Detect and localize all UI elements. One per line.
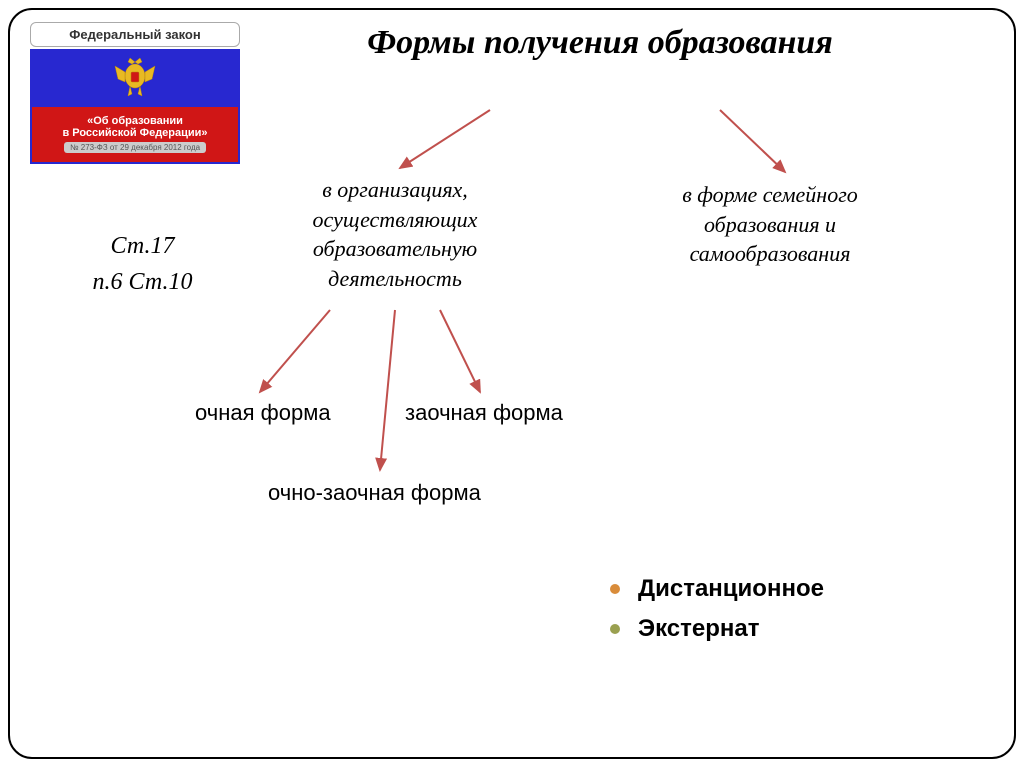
- bullet-label: Дистанционное: [638, 575, 824, 603]
- bullet-label: Экстернат: [638, 615, 759, 643]
- law-title-line2: в Российской Федерации»: [62, 127, 207, 139]
- branch-organizations: в организациях, осуществляющих образоват…: [280, 175, 510, 294]
- flag-red-stripe: «Об образовании в Российской Федерации» …: [32, 107, 238, 163]
- list-item: Дистанционное: [610, 575, 824, 603]
- leaf-fulltime: очная форма: [195, 400, 331, 426]
- article-line2: п.6 Ст.10: [50, 264, 235, 300]
- law-title-line1: «Об образовании: [87, 115, 183, 127]
- eagle-emblem-icon: [110, 54, 160, 104]
- branch-family-education: в форме семейного образования и самообра…: [640, 180, 900, 269]
- article-references: Ст.17 п.6 Ст.10: [50, 228, 235, 300]
- russian-flag-emblem: «Об образовании в Российской Федерации» …: [30, 49, 240, 164]
- article-line1: Ст.17: [50, 228, 235, 264]
- bullet-list: Дистанционное Экстернат: [610, 575, 824, 655]
- law-reference-box: Федеральный закон «Об образовании в Росс…: [30, 22, 240, 164]
- list-item: Экстернат: [610, 615, 824, 643]
- flag-blue-stripe: [32, 51, 238, 107]
- slide-title: Формы получения образования: [350, 22, 850, 65]
- law-header: Федеральный закон: [30, 22, 240, 47]
- bullet-icon: [610, 584, 620, 594]
- bullet-icon: [610, 624, 620, 634]
- law-number: № 273-ФЗ от 29 декабря 2012 года: [64, 142, 206, 153]
- leaf-mixed: очно-заочная форма: [268, 480, 481, 506]
- leaf-parttime: заочная форма: [405, 400, 563, 426]
